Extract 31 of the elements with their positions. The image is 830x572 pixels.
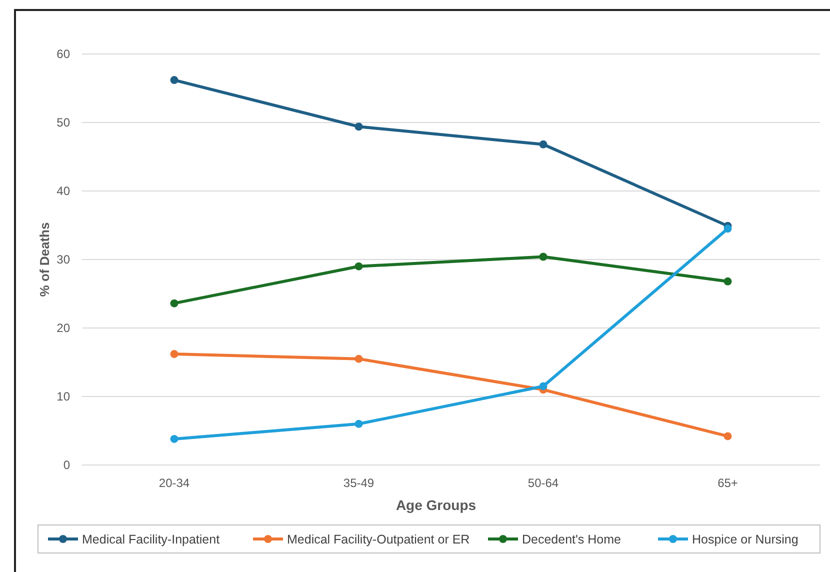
point xyxy=(724,277,732,286)
point xyxy=(170,434,178,443)
legend-label: Decedent's Home xyxy=(522,532,622,546)
y-tick-label: 0 xyxy=(63,458,70,472)
x-tick-label: 35-49 xyxy=(343,476,374,490)
y-tick-label: 60 xyxy=(56,47,70,62)
point xyxy=(354,262,363,270)
point xyxy=(354,122,363,131)
point xyxy=(354,354,363,363)
y-tick-label: 10 xyxy=(56,390,70,404)
y-tick-label: 40 xyxy=(56,184,70,198)
y-tick-label: 30 xyxy=(56,252,70,267)
point xyxy=(354,420,363,428)
x-tick-label: 50-64 xyxy=(528,476,559,490)
point xyxy=(724,224,732,233)
point xyxy=(539,382,548,390)
legend-label: Medical Facility-Outpatient or ER xyxy=(287,532,470,546)
y-axis-title: % of Deaths xyxy=(37,222,52,297)
legend-label: Medical Facility-Inpatient xyxy=(82,532,220,546)
point xyxy=(724,432,732,440)
legend-label: Hospice or Nursing xyxy=(692,532,798,546)
point xyxy=(539,252,548,261)
x-tick-label: 65+ xyxy=(718,476,738,490)
point xyxy=(170,350,178,358)
point xyxy=(170,76,178,84)
y-tick-label: 20 xyxy=(56,321,70,336)
x-tick-label: 20-34 xyxy=(158,476,190,490)
point xyxy=(170,299,178,308)
y-tick-label: 50 xyxy=(56,116,70,130)
x-axis-title: Age Groups xyxy=(396,497,476,513)
point xyxy=(539,140,548,148)
